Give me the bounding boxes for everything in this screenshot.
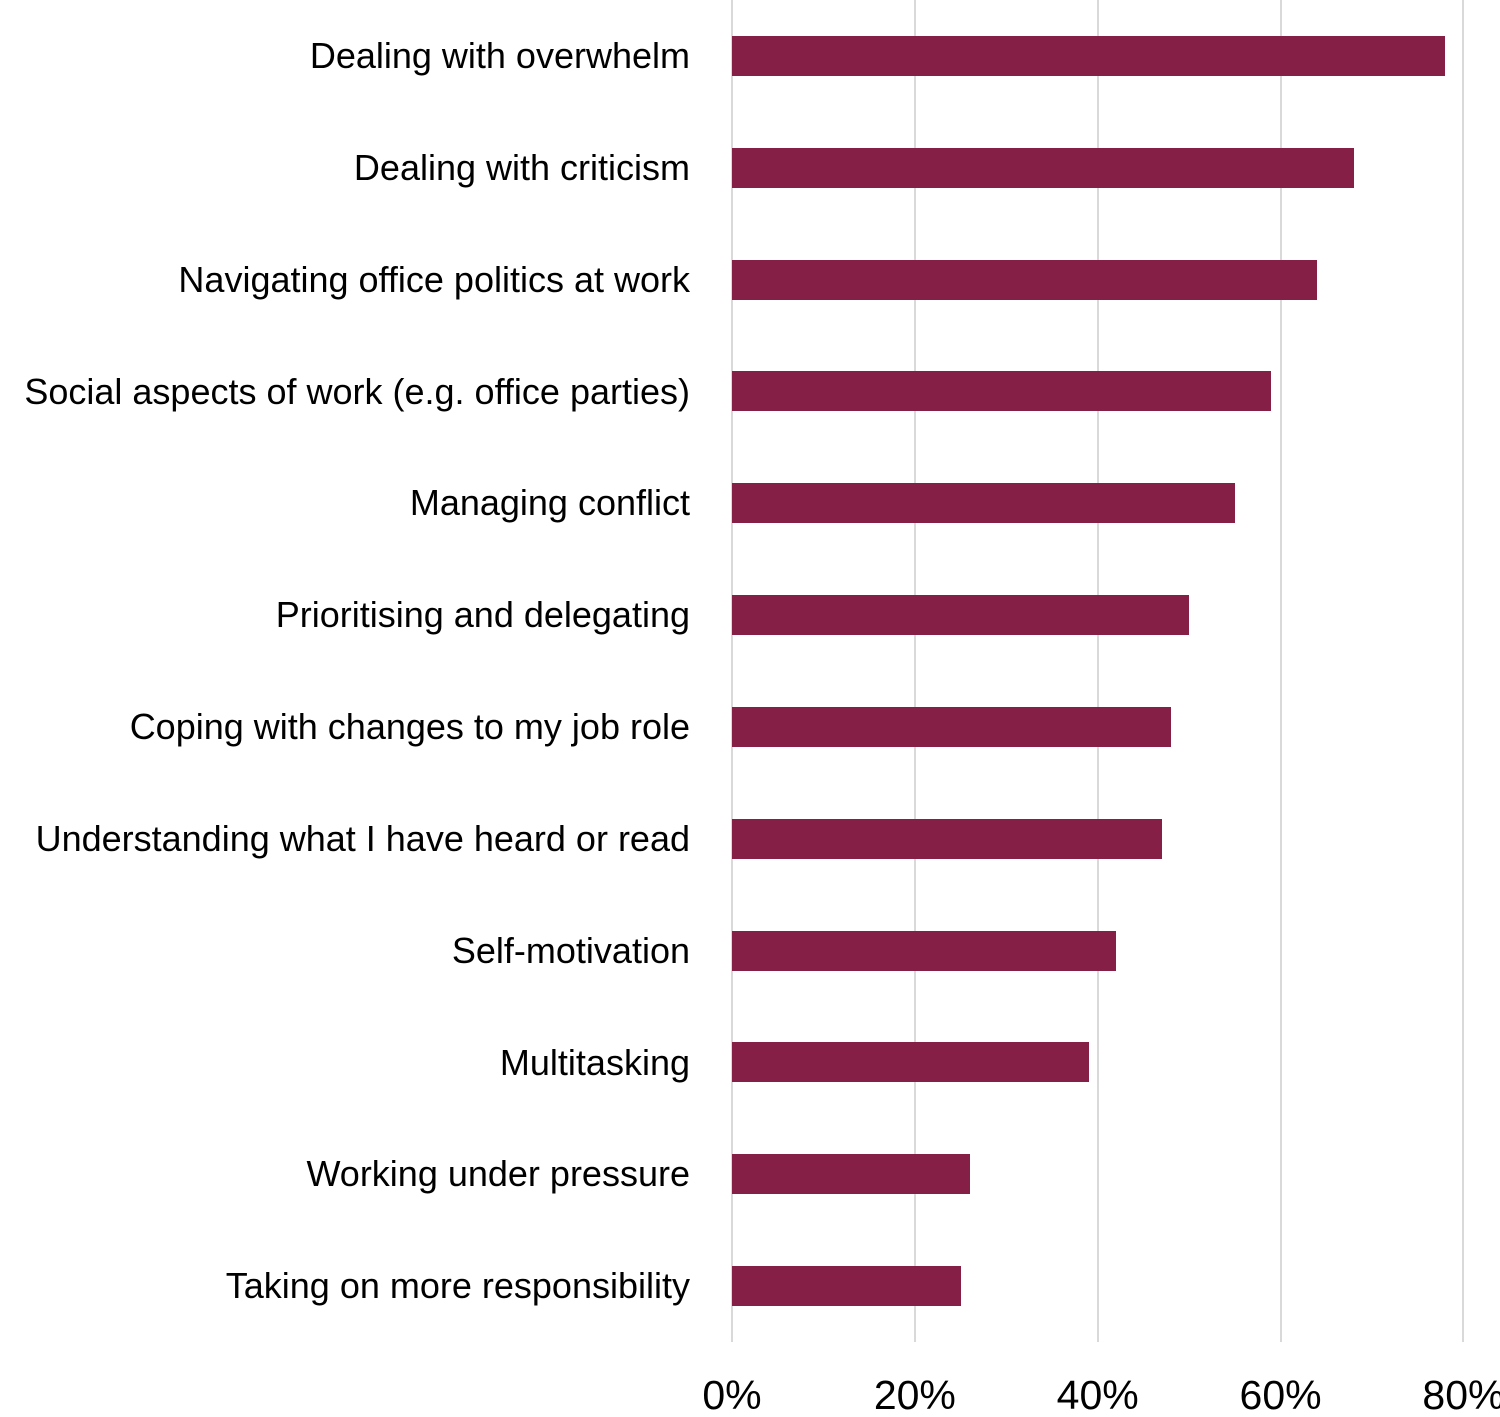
category-label: Self-motivation [451, 929, 690, 971]
bar [732, 1266, 961, 1307]
category-label: Working under pressure [306, 1153, 690, 1195]
category-label: Dealing with overwhelm [309, 35, 690, 77]
bar [732, 930, 1116, 971]
bar [732, 706, 1171, 747]
category-label: Navigating office politics at work [178, 258, 690, 300]
category-label: Dealing with criticism [353, 146, 690, 188]
x-axis-tick-label: 20% [873, 1372, 956, 1417]
gridline [1279, 0, 1282, 1342]
bar [732, 259, 1318, 300]
x-axis-tick-label: 0% [702, 1372, 762, 1417]
bar [732, 1154, 970, 1195]
bar [732, 35, 1446, 76]
category-label: Prioritising and delegating [275, 594, 690, 636]
category-label: Social aspects of work (e.g. office part… [24, 370, 690, 412]
gridline [1462, 0, 1465, 1342]
bar [732, 818, 1162, 859]
gridline [1096, 0, 1099, 1342]
category-label: Managing conflict [409, 482, 690, 524]
gridline [731, 0, 733, 1342]
bar [732, 483, 1235, 524]
bar [732, 595, 1190, 636]
gridline [913, 0, 916, 1342]
category-label: Taking on more responsibility [225, 1265, 690, 1307]
category-label: Coping with changes to my job role [129, 706, 690, 748]
bar [732, 147, 1354, 188]
x-axis-tick-label: 40% [1056, 1372, 1139, 1417]
category-label: Understanding what I have heard or read [35, 817, 690, 859]
x-axis-tick-label: 60% [1239, 1372, 1322, 1417]
bar [732, 1042, 1089, 1083]
bar [732, 371, 1272, 412]
category-label: Multitasking [499, 1041, 690, 1083]
x-axis-tick-label: 80% [1422, 1372, 1500, 1417]
